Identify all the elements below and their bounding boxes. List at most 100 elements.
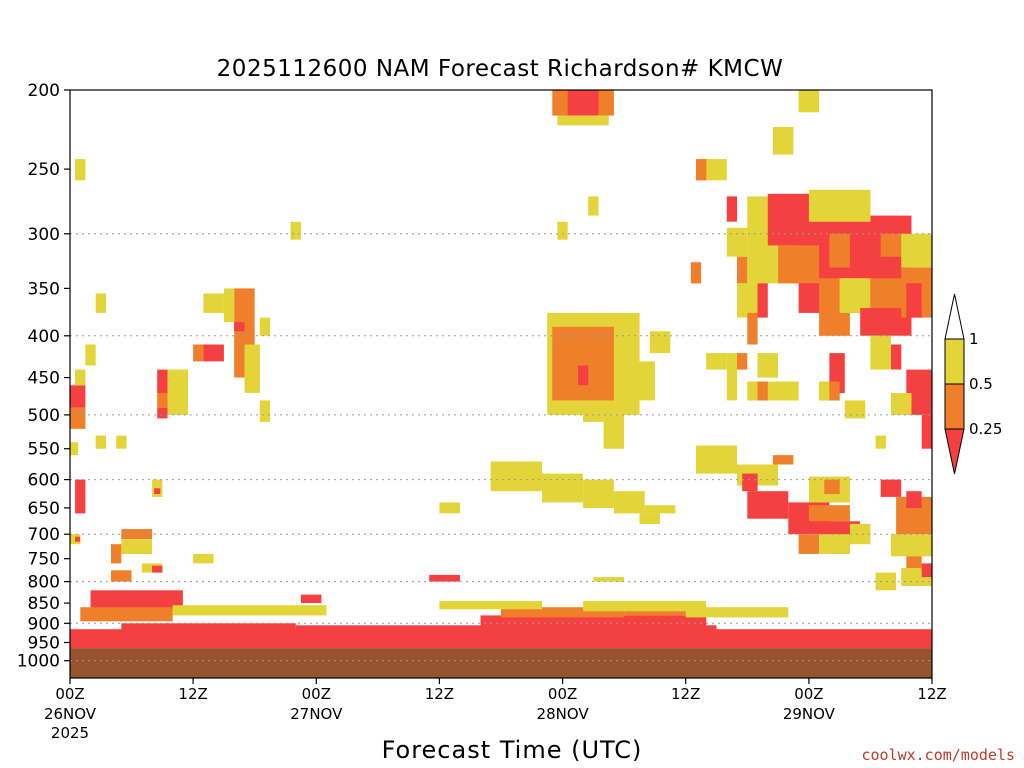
region-yellow-109 bbox=[85, 344, 96, 366]
ytick-label-200: 200 bbox=[28, 81, 60, 101]
region-yellow-41 bbox=[726, 227, 748, 257]
region-yellow-91 bbox=[542, 473, 583, 503]
region-red-26 bbox=[726, 196, 738, 222]
region-red-99 bbox=[300, 594, 322, 603]
region-yellow-53 bbox=[726, 353, 738, 401]
region-yellow-43 bbox=[737, 283, 758, 318]
region-orange-65 bbox=[552, 326, 614, 401]
region-orange-129 bbox=[111, 570, 132, 582]
region-yellow-49 bbox=[891, 393, 912, 415]
region-yellow-123 bbox=[259, 317, 271, 336]
colorbar: 1 0.5 0.25 bbox=[944, 293, 1002, 475]
region-orange-112 bbox=[157, 393, 168, 408]
region-yellow-70 bbox=[696, 445, 737, 474]
region-yellow-38 bbox=[901, 233, 932, 268]
region-yellow-113 bbox=[167, 369, 188, 415]
region-yellow-83 bbox=[819, 534, 850, 554]
region-red-74 bbox=[747, 491, 789, 519]
region-red-5 bbox=[90, 590, 183, 612]
region-yellow-122 bbox=[259, 400, 271, 422]
region-yellow-61 bbox=[844, 400, 866, 419]
region-red-84 bbox=[880, 479, 902, 497]
region-yellow-103 bbox=[70, 442, 79, 456]
xtick-label-5: 12Z bbox=[671, 685, 700, 703]
region-orange-35 bbox=[870, 278, 902, 309]
region-yellow-56 bbox=[747, 381, 799, 401]
xtick-label-4: 00Z bbox=[548, 685, 577, 703]
x-axis-label: Forecast Time (UTC) bbox=[382, 736, 643, 764]
region-yellow-100 bbox=[152, 479, 163, 497]
region-yellow-21 bbox=[716, 159, 727, 181]
xtick-label-3: 12Z bbox=[425, 685, 454, 703]
region-yellow-104 bbox=[95, 435, 106, 449]
region-red-15 bbox=[567, 90, 599, 116]
xtick-label-6: 00Z bbox=[794, 685, 823, 703]
region-yellow-63 bbox=[649, 331, 671, 354]
colorbar-top-triangle bbox=[944, 293, 965, 340]
region-orange-77 bbox=[824, 479, 840, 495]
region-red-79 bbox=[819, 521, 861, 535]
colorbar-segment-yellow bbox=[944, 338, 965, 385]
ytick-label-700: 700 bbox=[28, 525, 60, 545]
region-red-107 bbox=[70, 385, 86, 408]
region-yellow-117 bbox=[203, 293, 224, 313]
region-yellow-22 bbox=[75, 159, 86, 181]
credit-text[interactable]: coolwx.com/models bbox=[861, 746, 1015, 764]
ytick-label-300: 300 bbox=[28, 225, 60, 245]
region-yellow-90 bbox=[490, 461, 542, 492]
ytick-label-1000: 1000 bbox=[17, 652, 60, 672]
region-orange-106 bbox=[70, 407, 86, 429]
ytick-label-600: 600 bbox=[28, 471, 60, 491]
region-yellow-94 bbox=[644, 505, 676, 514]
region-yellow-16 bbox=[557, 115, 609, 126]
colorbar-label-0: 1 bbox=[969, 330, 979, 348]
xtick-label-7: 12Z bbox=[917, 685, 946, 703]
y-axis: 200 250 300 350 400 450 500 550 600 650 700 750 8008… bbox=[17, 81, 70, 672]
region-red-44 bbox=[757, 283, 768, 318]
region-yellow-118 bbox=[223, 288, 235, 323]
region-yellow-32 bbox=[808, 189, 871, 222]
region-red-13 bbox=[685, 625, 717, 635]
region-orange-6 bbox=[80, 607, 173, 622]
ytick-label-250: 250 bbox=[28, 160, 60, 180]
ytick-label-900: 900 bbox=[28, 614, 60, 634]
region-yellow-89 bbox=[932, 455, 937, 474]
region-yellow-52 bbox=[706, 353, 727, 370]
region-yellow-62 bbox=[875, 435, 886, 449]
region-yellow-125 bbox=[121, 539, 153, 554]
region-yellow-96 bbox=[439, 502, 460, 514]
region-red-132 bbox=[75, 536, 81, 542]
region-red-101 bbox=[154, 488, 161, 494]
region-orange-126 bbox=[111, 544, 122, 564]
region-yellow-87 bbox=[891, 534, 932, 557]
region-yellow-105 bbox=[116, 435, 127, 449]
region-yellow-11 bbox=[685, 607, 789, 618]
region-red-50 bbox=[921, 414, 932, 449]
region-yellow-97 bbox=[593, 577, 625, 582]
region-orange-57 bbox=[757, 381, 768, 401]
region-yellow-34 bbox=[839, 278, 871, 313]
xtick-date-4: 28NOV bbox=[537, 705, 590, 723]
region-orange-115 bbox=[193, 344, 204, 362]
region-red-116 bbox=[203, 344, 224, 362]
region-yellow-69 bbox=[583, 411, 604, 422]
region-yellow-82 bbox=[849, 523, 871, 545]
region-red-2 bbox=[121, 623, 296, 635]
region-orange-45 bbox=[690, 262, 702, 284]
region-yellow-47 bbox=[870, 335, 891, 370]
ytick-label-450: 450 bbox=[28, 369, 60, 389]
region-orange-20 bbox=[696, 159, 707, 181]
region-orange-60 bbox=[829, 381, 840, 401]
colorbar-bottom-triangle bbox=[944, 428, 965, 475]
region-yellow-134 bbox=[875, 572, 897, 591]
region-yellow-68 bbox=[603, 414, 625, 449]
region-red-128 bbox=[152, 565, 163, 573]
region-orange-31 bbox=[829, 233, 850, 268]
xtick-date-2: 27NOV bbox=[290, 705, 343, 723]
region-red-120 bbox=[234, 322, 245, 332]
xtick-date-6: 29NOV bbox=[783, 705, 836, 723]
region-orange-30 bbox=[778, 245, 820, 284]
ytick-label-950: 950 bbox=[28, 634, 60, 654]
colorbar-label-1: 0.5 bbox=[969, 375, 993, 393]
